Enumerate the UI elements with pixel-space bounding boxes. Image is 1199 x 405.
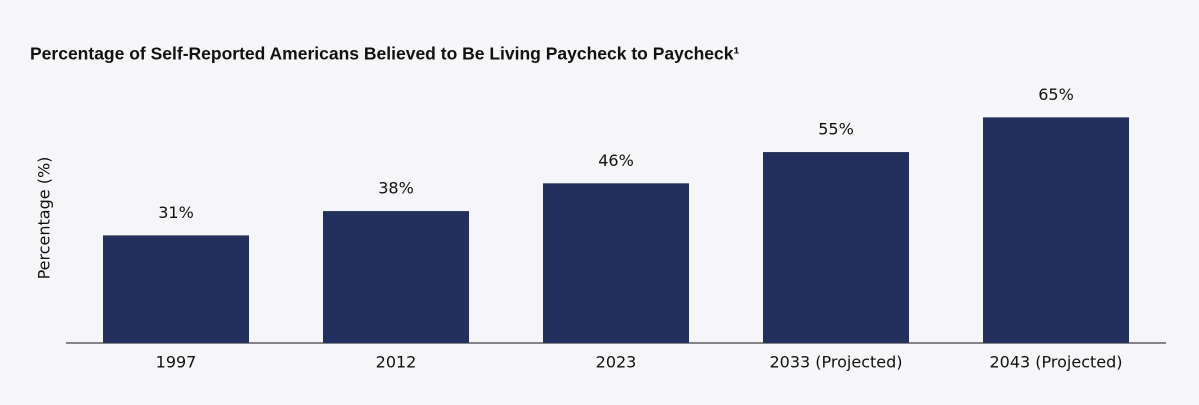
x-tick-label: 1997 [156, 353, 197, 372]
bar [983, 117, 1129, 343]
bar [543, 183, 689, 343]
data-label: 55% [818, 120, 854, 139]
x-tick-label: 2023 [596, 353, 637, 372]
x-tick-label: 2033 (Projected) [769, 353, 902, 372]
data-label: 31% [158, 203, 194, 222]
x-tick-label: 2043 (Projected) [989, 353, 1122, 372]
y-axis-label: Percentage (%) [35, 157, 54, 280]
data-label: 65% [1038, 85, 1074, 104]
chart-title: Percentage of Self-Reported Americans Be… [30, 44, 739, 64]
x-tick-label: 2012 [376, 353, 417, 372]
data-label: 38% [378, 179, 414, 198]
data-label: 46% [598, 151, 634, 170]
bar [763, 152, 909, 343]
bar [103, 235, 249, 343]
bar [323, 211, 469, 343]
